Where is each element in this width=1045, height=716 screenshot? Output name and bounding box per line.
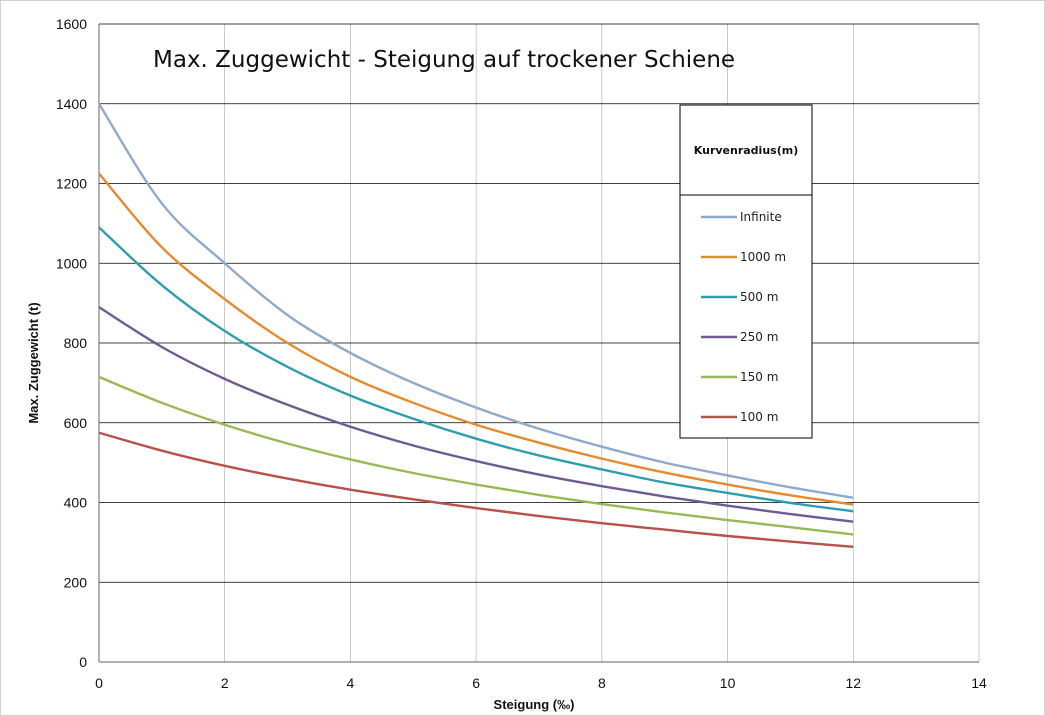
legend-label: 500 m (740, 290, 778, 304)
legend-label: 1000 m (740, 250, 786, 264)
x-tick-label: 10 (720, 675, 736, 691)
y-tick-label: 1000 (56, 255, 87, 271)
legend-title: Kurvenradius(m) (694, 144, 798, 157)
y-tick-label: 1400 (56, 96, 87, 112)
legend-label: 100 m (740, 410, 778, 424)
grid (98, 23, 980, 663)
series-line-150-m (98, 375, 854, 536)
legend-label: Infinite (740, 210, 782, 224)
legend-box (679, 104, 813, 439)
x-tick-label: 4 (347, 675, 355, 691)
y-tick-label: 600 (64, 415, 88, 431)
x-tick-label: 14 (971, 675, 987, 691)
series-line-100-m (98, 431, 854, 548)
y-tick-label: 0 (79, 654, 87, 670)
legend: Kurvenradius(m) Infinite 1000 m 500 m 250 m 1… (679, 104, 813, 439)
y-tick-label: 800 (64, 335, 88, 351)
series-group (97, 103, 854, 548)
chart-title: Max. Zuggewicht - Steigung auf trockener… (153, 47, 735, 73)
series-line-1000-m (98, 172, 854, 506)
legend-label: 250 m (740, 330, 778, 344)
y-tick-label: 400 (64, 495, 88, 511)
x-tick-label: 2 (221, 675, 229, 691)
x-tick-label: 0 (95, 675, 103, 691)
x-tick-label: 8 (598, 675, 606, 691)
y-axis-title: Max. Zuggewicht (t) (26, 302, 41, 423)
series-line-infinite (97, 103, 854, 499)
y-tick-label: 1200 (56, 176, 87, 192)
series-line-250-m (98, 306, 854, 523)
y-tick-label: 1600 (56, 16, 87, 32)
x-tick-label: 6 (472, 675, 480, 691)
x-tick-label: 12 (845, 675, 861, 691)
series-line-500-m (98, 226, 854, 513)
legend-label: 150 m (740, 370, 778, 384)
y-tick-label: 200 (64, 574, 88, 590)
x-axis-title: Steigung (‰) (494, 697, 575, 712)
